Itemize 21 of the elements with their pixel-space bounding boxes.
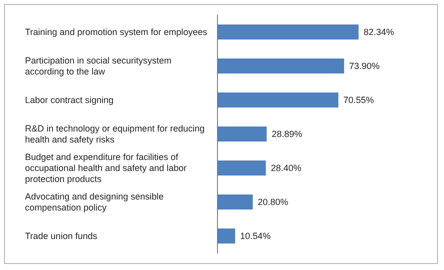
data-label: 28.89% <box>272 129 302 139</box>
data-label: 10.54% <box>240 231 271 241</box>
bar <box>217 58 344 74</box>
y-tick-label: Participation in social securitysystem according to the law <box>25 56 174 76</box>
y-tick-label: Labor contract signing <box>25 95 114 105</box>
y-tick-label: Trade union funds <box>25 231 98 241</box>
data-label: 73.90% <box>349 61 380 71</box>
data-label: 20.80% <box>258 197 288 207</box>
data-label: 70.55% <box>343 95 374 105</box>
data-label: 82.34% <box>364 27 394 37</box>
y-tick-label: Advocating and designing sensible compensation policy <box>25 192 166 212</box>
bar <box>217 194 253 210</box>
data-label: 28.40% <box>270 163 302 173</box>
y-tick-label: Training and promotion system for employees <box>25 27 208 37</box>
y-tick-label: R&D in technology or equipment for reducing health and safety risks <box>25 124 208 144</box>
y-tick-label: Budget and expenditure for facilities of occupational health and safety and labor protection products <box>25 152 190 184</box>
bar <box>217 126 267 142</box>
bar <box>217 24 359 40</box>
bar <box>217 160 266 176</box>
bar <box>217 92 338 108</box>
bar <box>217 228 236 244</box>
